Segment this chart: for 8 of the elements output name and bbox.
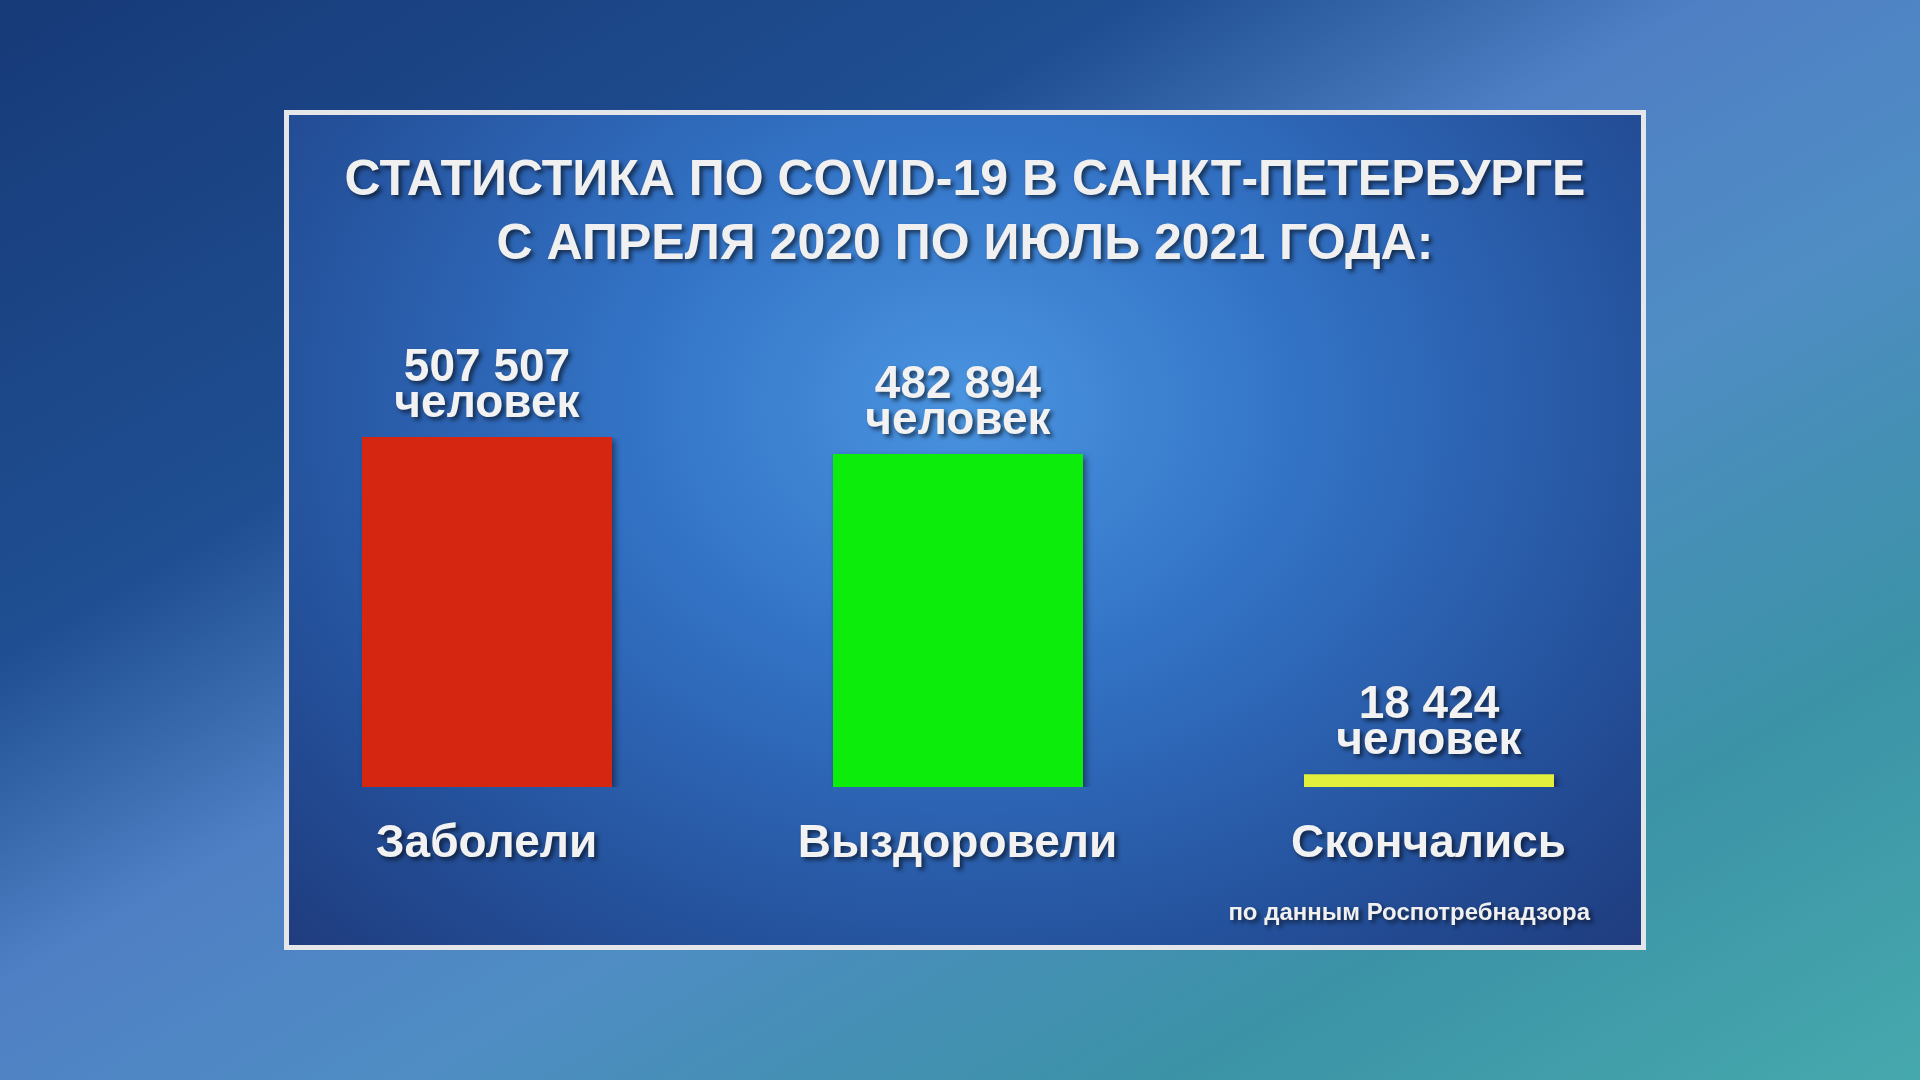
chart-title: СТАТИСТИКА ПО COVID-19 В САНКТ-ПЕТЕРБУРГЕ С АПРЕЛЯ 2020 ПО ИЮЛЬ 2021 ГОДА: <box>343 149 1587 272</box>
data-label: 482 894 человек <box>865 355 1052 444</box>
x-tick-label: Скончались <box>1290 815 1567 867</box>
text: по данным Роспотребнадзора <box>1228 898 1590 926</box>
x-tick-label: Выздоровели <box>797 815 1118 867</box>
data-label: 507 507 человек <box>394 339 581 427</box>
x-tick-label: Заболели <box>375 815 598 867</box>
data-label: 18 424 человек <box>1336 676 1523 765</box>
